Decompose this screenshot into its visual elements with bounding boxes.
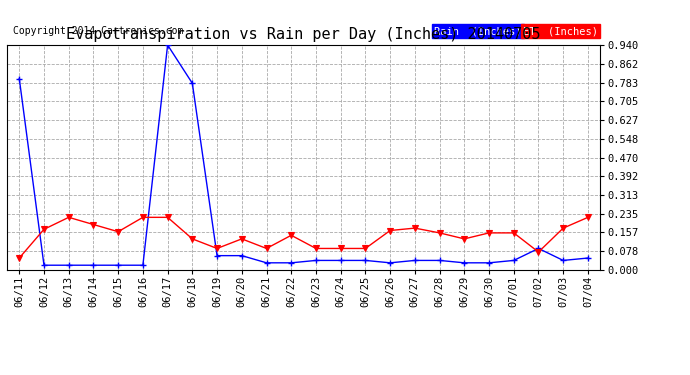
Text: ET  (Inches): ET (Inches) <box>523 26 598 36</box>
Text: Rain  (Inches): Rain (Inches) <box>434 26 522 36</box>
Title: Evapotranspiration vs Rain per Day (Inches) 20140705: Evapotranspiration vs Rain per Day (Inch… <box>66 27 541 42</box>
Text: Copyright 2014 Cartronics.com: Copyright 2014 Cartronics.com <box>13 26 184 36</box>
